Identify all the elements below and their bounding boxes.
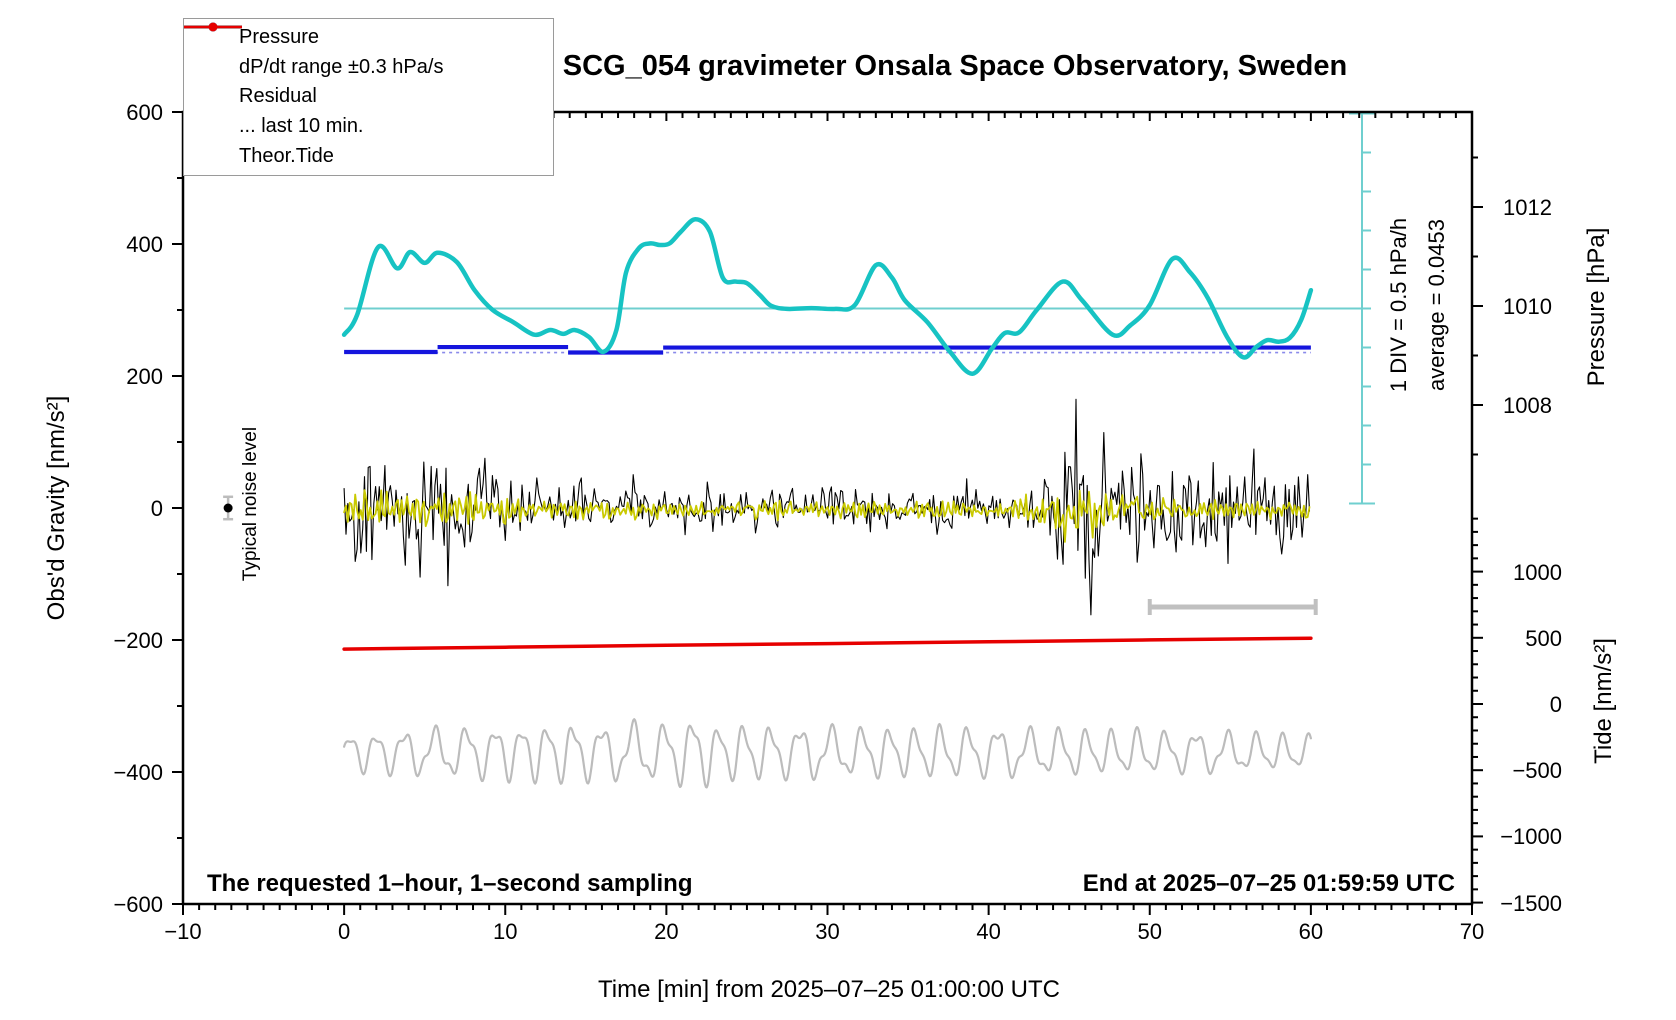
x-tick-label: 70 (1459, 919, 1485, 944)
legend-swatch-tide (184, 22, 242, 32)
x-tick-label: 50 (1137, 919, 1162, 944)
legend-item-residual: Residual (184, 25, 553, 110)
x-tick-label: 20 (654, 919, 679, 944)
tide-tick-label: 500 (1525, 625, 1562, 651)
tide-tick-label: 1000 (1513, 559, 1562, 585)
x-tick-label: 60 (1298, 919, 1324, 944)
pressure-axis-title: Pressure [hPa] (1583, 227, 1610, 387)
legend-item-dpdt: dP/dt range ±0.3 hPa/s (184, 22, 553, 80)
legend-item-pressure: Pressure (184, 22, 553, 51)
tide-axis-title: Tide [nm/s²] (1590, 638, 1617, 764)
pressure-tick-label: 1010 (1503, 294, 1552, 319)
x-tick-label: 0 (338, 919, 351, 944)
legend-label-dpdt: dP/dt range ±0.3 hPa/s (239, 55, 444, 78)
pressure-tick-label: 1008 (1503, 393, 1552, 418)
end-time-note: End at 2025–07–25 01:59:59 UTC (1082, 870, 1455, 897)
legend-label-last10: ... last 10 min. (239, 115, 364, 138)
gravity-tick-label: 600 (126, 100, 163, 125)
last-10-min-curve (343, 718, 1312, 789)
legend-box: Pressure dP/dt range ±0.3 hPa/s Residual..… (183, 18, 554, 176)
legend-label-residual: Residual (239, 85, 317, 108)
theoretical-tide-line (342, 636, 1313, 651)
legend-label-pressure: Pressure (239, 26, 320, 49)
gravity-tick-label: 400 (126, 232, 163, 257)
pressure-tick-label: 1012 (1503, 195, 1552, 220)
gravity-tick-label: 200 (126, 364, 163, 389)
gravity-tick-label: −200 (113, 628, 163, 653)
chart-title: SCG_054 gravimeter Onsala Space Observat… (562, 50, 1348, 82)
dpdt-curve (341, 216, 1314, 376)
tide-tick-label: −500 (1512, 758, 1562, 784)
legend-item-tide: Theor.Tide (184, 22, 553, 169)
x-axis-title: Time [min] from 2025–07–25 01:00:00 UTC (597, 976, 1061, 1003)
x-tick-label: −10 (164, 919, 202, 944)
tide-tick-label: −1500 (1500, 890, 1562, 916)
gravity-tick-label: −400 (113, 760, 163, 785)
tide-tick-label: 0 (1549, 692, 1562, 717)
x-tick-label: 30 (815, 919, 840, 944)
left-axis-title: Obs'd Gravity [nm/s²] (43, 395, 70, 621)
noise-marker-dot (223, 503, 233, 513)
x-tick-label: 40 (976, 919, 1001, 944)
div-scale-label: 1 DIV = 0.5 hPa/h (1386, 217, 1411, 393)
legend-label-tide: Theor.Tide (239, 144, 334, 167)
average-label: average = 0.0453 (1424, 219, 1449, 391)
typical-noise-level-label: Typical noise level (240, 426, 261, 582)
sampling-note: The requested 1–hour, 1–second sampling (207, 870, 693, 897)
tide-tick-label: −1000 (1500, 824, 1562, 850)
legend-item-last10: ... last 10 min. (184, 25, 553, 140)
gravity-tick-label: −600 (113, 892, 163, 917)
x-tick-label: 10 (493, 919, 518, 944)
residual-filtered-trace (343, 489, 1311, 543)
gravity-tick-label: 0 (150, 496, 163, 521)
